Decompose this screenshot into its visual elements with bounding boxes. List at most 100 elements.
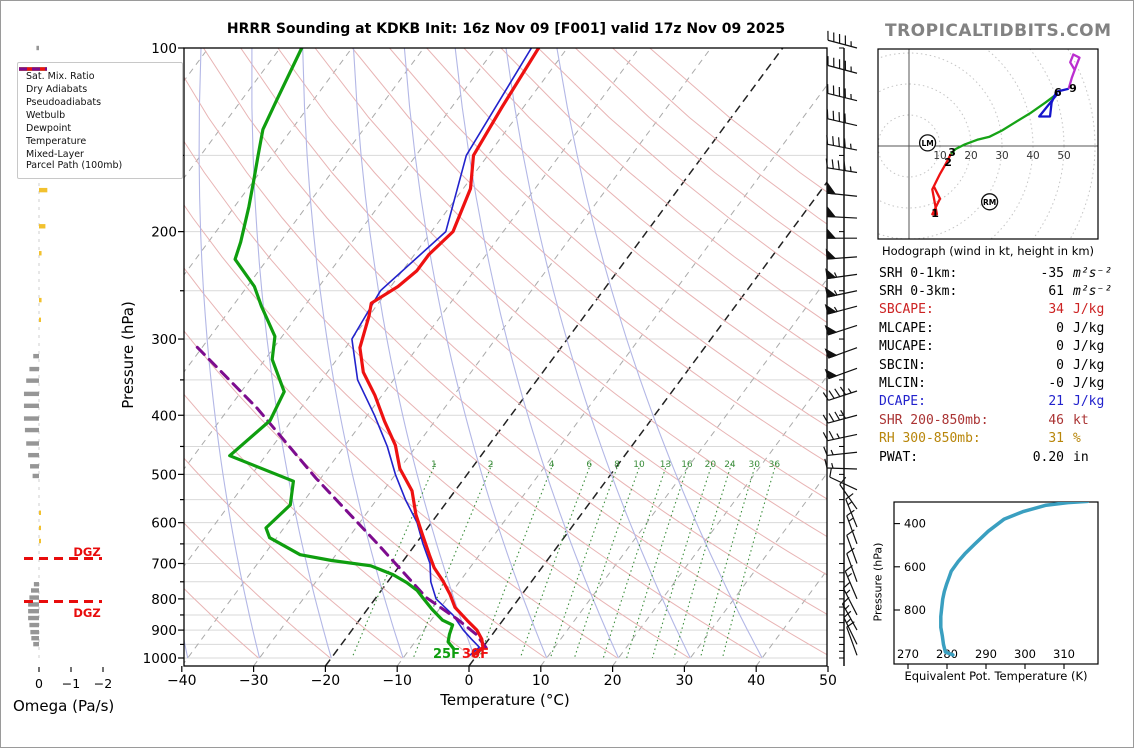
wind-barb bbox=[825, 158, 858, 174]
legend-item-label: Dewpoint bbox=[26, 123, 72, 134]
wind-barb bbox=[846, 621, 858, 656]
stat-unit: m²s⁻² bbox=[1073, 284, 1113, 300]
pressure-tick-label: 1000 bbox=[143, 651, 177, 667]
surface-temperature-label: 30F bbox=[462, 647, 489, 662]
stat-unit: % bbox=[1073, 431, 1081, 447]
mixing-ratio-label: 36 bbox=[769, 460, 781, 470]
stat-label: SBCAPE: bbox=[879, 302, 934, 318]
hodograph-ring-label: 50 bbox=[1057, 150, 1070, 162]
chart-title: HRRR Sounding at KDKB Init: 16z Nov 09 [… bbox=[226, 21, 786, 37]
stat-row: SBCIN: 0 J/kg bbox=[879, 356, 1131, 374]
legend-item-label: Pseudoadiabats bbox=[26, 97, 102, 108]
temperature-tick-label: 50 bbox=[819, 673, 837, 689]
temperature-tick-label: −40 bbox=[167, 673, 197, 689]
thetae-axis-label: Equivalent Pot. Temperature (K) bbox=[904, 669, 1088, 683]
omega-bar bbox=[23, 416, 39, 421]
omega-bar bbox=[28, 608, 39, 614]
thetae-profile-curve bbox=[939, 502, 1090, 657]
legend-item: Wetbulb bbox=[19, 68, 176, 121]
wind-barb bbox=[825, 268, 858, 280]
wind-barb bbox=[826, 109, 858, 127]
hodograph: 10 20 30 40 50 LM RM 1 23 6 9 bbox=[878, 49, 1098, 239]
surface-dewpoint-label: 25F bbox=[433, 647, 460, 662]
skewt-frame bbox=[183, 47, 828, 667]
omega-bar bbox=[30, 629, 39, 635]
omega-tick-label: −2 bbox=[94, 676, 112, 691]
omega-panel: 0 −1 −2 bbox=[23, 45, 112, 691]
stat-label: RH 300-850mb: bbox=[879, 431, 981, 447]
thetae-temp-tick-label: 290 bbox=[975, 647, 997, 661]
dgz-label-upper: DGZ bbox=[73, 545, 101, 559]
legend-swatch-parcel bbox=[19, 67, 47, 71]
omega-bar bbox=[28, 452, 39, 458]
stat-value: -0 bbox=[1048, 376, 1064, 392]
brand-logo: TROPICALTIDBITS.COM bbox=[885, 21, 1112, 41]
omega-bar bbox=[28, 602, 39, 607]
thetae-pressure-tick-label: 800 bbox=[904, 603, 926, 617]
legend-item-label: Temperature bbox=[26, 136, 87, 147]
mixing-ratio-label: 30 bbox=[748, 460, 760, 470]
mixing-ratio-label: 20 bbox=[705, 460, 717, 470]
stat-value: 0.20 bbox=[1032, 449, 1064, 465]
hodograph-3-6km bbox=[950, 92, 1059, 155]
pressure-tick-label: 700 bbox=[151, 557, 177, 573]
hodograph-height-label: 6 bbox=[1054, 86, 1062, 99]
wind-barb bbox=[824, 367, 858, 380]
mixing-ratio-label: 6 bbox=[586, 460, 592, 470]
wind-barb bbox=[826, 182, 858, 197]
temperature-tick-label: 10 bbox=[532, 673, 550, 689]
temperature-tick-label: 40 bbox=[747, 673, 765, 689]
wind-barb bbox=[841, 596, 858, 631]
hodograph-ring-label: 20 bbox=[964, 150, 977, 162]
stat-value: 31 bbox=[1048, 431, 1064, 447]
omega-bar bbox=[29, 366, 39, 372]
wind-barb bbox=[843, 610, 858, 645]
wind-barb-column bbox=[822, 30, 858, 666]
legend-item: Dry Adiabats bbox=[19, 68, 176, 95]
mixing-ratio-label: 10 bbox=[633, 460, 645, 470]
wind-barb bbox=[827, 30, 858, 49]
legend-item: Dewpoint bbox=[19, 67, 176, 134]
stat-unit: J/kg bbox=[1073, 376, 1105, 392]
wind-barb bbox=[824, 347, 858, 359]
legend-item: Sat. Mix. Ratio bbox=[19, 68, 176, 82]
wind-barb bbox=[845, 493, 858, 528]
omega-axis-label: Omega (Pa/s) bbox=[13, 697, 115, 715]
stat-row: DCAPE: 21 J/kg bbox=[879, 393, 1131, 411]
stat-unit: J/kg bbox=[1073, 320, 1105, 336]
omega-bar bbox=[31, 588, 39, 593]
mixing-ratio-label: 4 bbox=[549, 460, 555, 470]
skewt-background-lines: 1 2 4 6 8 10 13 16 20 24 30 36 bbox=[184, 48, 827, 666]
stat-label: MLCAPE: bbox=[879, 320, 934, 336]
hodograph-frame bbox=[877, 48, 1099, 240]
hodograph-marker-rm bbox=[980, 193, 999, 211]
wind-barb bbox=[824, 324, 858, 336]
thetae-pressure-tick-label: 600 bbox=[904, 560, 926, 574]
omega-bar bbox=[39, 525, 41, 531]
wind-barb bbox=[824, 458, 858, 470]
omega-bar bbox=[26, 378, 39, 383]
temperature-tick-label: −30 bbox=[239, 673, 269, 689]
stat-label: DCAPE: bbox=[879, 394, 926, 410]
pressure-tick-label: 100 bbox=[151, 41, 177, 57]
pressure-tick-label: 800 bbox=[151, 592, 177, 608]
temperature-axis-label: Temperature (°C) bbox=[440, 691, 570, 709]
stat-unit: J/kg bbox=[1073, 339, 1105, 355]
omega-bar bbox=[39, 538, 41, 544]
temperature-tick-label: 30 bbox=[675, 673, 693, 689]
stat-unit: m²s⁻² bbox=[1073, 265, 1113, 281]
stat-label: MUCAPE: bbox=[879, 339, 934, 355]
wind-barb bbox=[824, 286, 858, 298]
stat-unit: J/kg bbox=[1073, 357, 1105, 373]
wind-barb bbox=[827, 56, 858, 74]
stat-label: SRH 0-3km: bbox=[879, 284, 958, 300]
wind-barb bbox=[844, 564, 858, 600]
stat-row: PWAT: 0.20 in bbox=[879, 448, 1131, 466]
hodograph-marker-label: RM bbox=[983, 198, 996, 207]
dgz-label-lower: DGZ bbox=[73, 606, 101, 620]
hodograph-ring-label: 30 bbox=[995, 150, 1008, 162]
omega-bar bbox=[29, 595, 39, 600]
